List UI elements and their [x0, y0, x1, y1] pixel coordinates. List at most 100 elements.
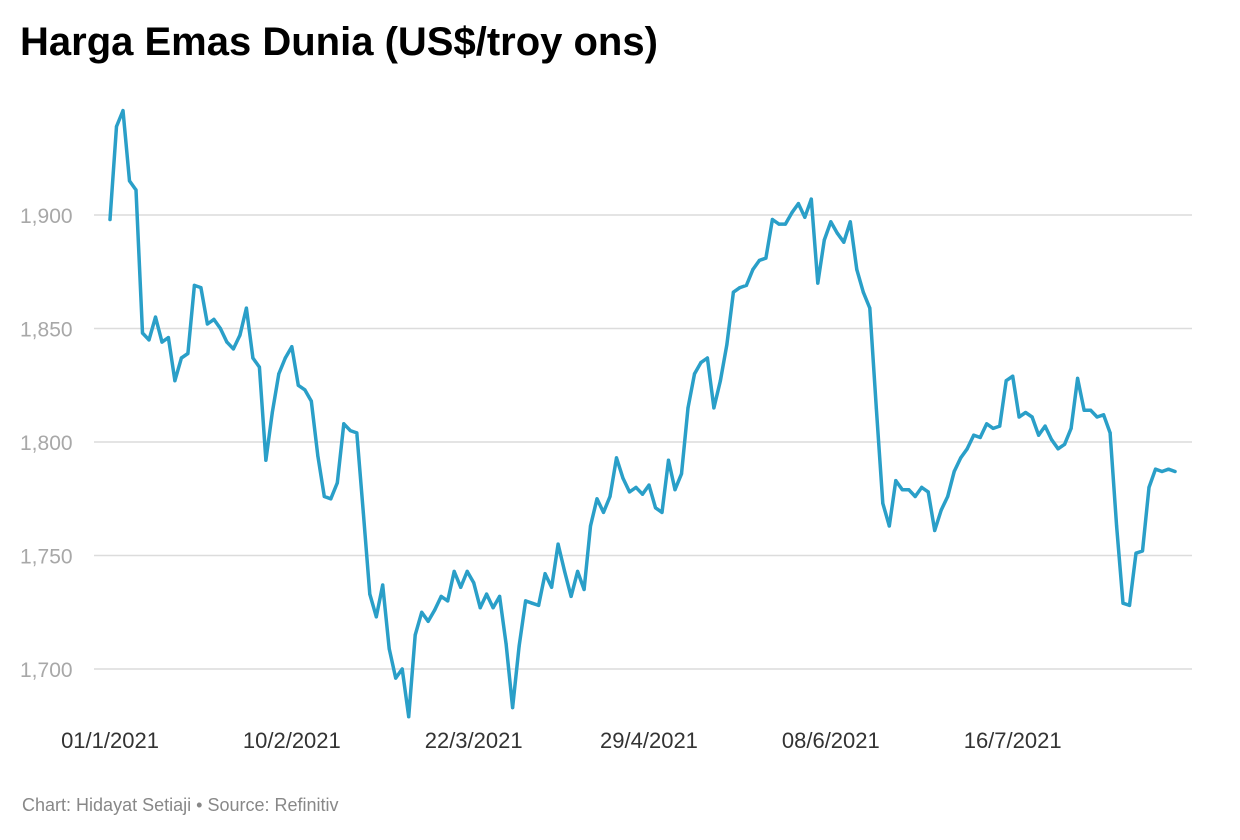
data-point	[381, 583, 385, 587]
x-tick-label: 29/4/2021	[600, 728, 698, 753]
data-point	[1153, 467, 1158, 471]
data-point	[861, 290, 865, 294]
data-point	[147, 338, 151, 342]
data-point	[1004, 379, 1008, 383]
data-point	[939, 508, 943, 512]
chart-title: Harga Emas Dunia (US$/troy ons)	[20, 20, 658, 64]
data-point	[348, 429, 352, 433]
data-point	[894, 479, 898, 483]
data-point	[985, 422, 989, 426]
data-point	[498, 594, 502, 599]
data-point	[251, 356, 255, 360]
data-point	[1095, 415, 1099, 419]
data-point	[238, 333, 242, 337]
data-point	[1127, 603, 1132, 608]
data-point	[829, 220, 833, 224]
data-point	[140, 331, 145, 335]
data-point	[1173, 469, 1177, 474]
data-point	[283, 356, 287, 360]
data-point	[770, 217, 775, 222]
data-point	[679, 472, 684, 476]
data-point	[1056, 447, 1060, 451]
data-point	[160, 340, 164, 344]
data-point	[751, 267, 755, 272]
data-point	[374, 615, 378, 619]
data-point	[504, 642, 508, 646]
data-point	[816, 281, 820, 285]
data-point	[1024, 410, 1028, 415]
data-point	[537, 603, 541, 608]
data-point	[576, 569, 580, 574]
data-point	[621, 476, 625, 480]
data-point	[965, 447, 969, 451]
data-point	[738, 286, 742, 290]
data-point	[900, 488, 904, 492]
data-point	[361, 510, 365, 514]
data-point	[127, 179, 132, 183]
y-tick-label: 1,850	[20, 319, 73, 342]
data-point	[329, 497, 333, 501]
y-tick-label: 1,750	[20, 546, 73, 569]
data-point	[355, 431, 359, 435]
data-point	[926, 490, 930, 494]
data-point	[673, 488, 677, 492]
data-point	[205, 322, 209, 326]
data-point	[244, 306, 248, 310]
data-point	[588, 524, 593, 528]
data-point	[614, 456, 619, 460]
credit-label: Chart:	[22, 795, 72, 815]
data-point	[653, 506, 658, 510]
data-point	[887, 524, 891, 528]
data-point	[972, 433, 976, 437]
x-tick-label: 22/3/2021	[425, 728, 523, 753]
data-point	[426, 619, 430, 623]
data-point	[491, 606, 495, 610]
data-point	[212, 317, 216, 321]
data-point	[1017, 415, 1021, 419]
data-point	[595, 497, 599, 501]
data-point	[478, 606, 482, 610]
data-point	[1076, 376, 1080, 380]
y-tick-label: 1,800	[20, 432, 73, 455]
data-point	[1160, 469, 1164, 474]
data-point	[368, 592, 372, 596]
data-point	[952, 469, 956, 474]
x-tick-label: 10/2/2021	[243, 728, 341, 753]
data-point	[744, 283, 749, 287]
data-point	[192, 283, 196, 287]
x-tick-label: 01/1/2021	[61, 728, 159, 753]
data-point	[166, 336, 170, 340]
data-point	[1030, 415, 1034, 419]
data-point	[1011, 374, 1015, 378]
data-point	[946, 494, 950, 499]
data-point	[1134, 551, 1138, 555]
y-tick-label: 1,700	[20, 659, 73, 682]
x-tick-label: 08/6/2021	[782, 728, 880, 753]
data-point	[1082, 408, 1086, 412]
data-point	[186, 351, 190, 356]
data-point	[699, 361, 703, 365]
data-point	[705, 356, 710, 360]
data-point	[433, 608, 437, 612]
data-point	[1037, 433, 1041, 437]
data-point	[277, 372, 281, 376]
data-point	[485, 592, 489, 596]
data-point	[303, 388, 307, 392]
data-point	[563, 569, 567, 574]
data-point	[179, 356, 183, 360]
data-point	[718, 379, 723, 383]
data-point	[530, 601, 534, 605]
data-point	[231, 347, 235, 351]
data-point	[842, 240, 846, 244]
data-point	[452, 569, 456, 574]
data-point	[446, 599, 450, 603]
data-point	[543, 572, 547, 576]
y-tick-label: 1,900	[20, 205, 73, 228]
x-tick-label: 16/7/2021	[964, 728, 1062, 753]
data-point	[907, 488, 911, 492]
data-point	[218, 326, 222, 331]
data-point	[627, 490, 632, 494]
data-point	[822, 238, 826, 242]
data-point	[510, 706, 515, 710]
